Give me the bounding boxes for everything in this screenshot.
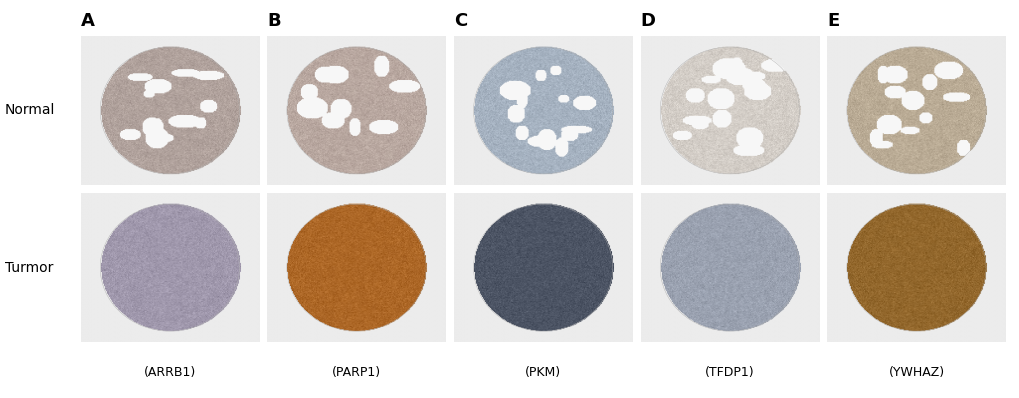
Text: (PARP1): (PARP1) [331,366,381,379]
Text: (TFDP1): (TFDP1) [704,366,754,379]
Text: D: D [640,12,655,30]
Text: Turmor: Turmor [5,261,53,275]
Text: C: C [453,12,467,30]
Text: Normal: Normal [5,103,55,117]
Text: A: A [81,12,95,30]
Text: (ARRB1): (ARRB1) [144,366,196,379]
Text: (YWHAZ): (YWHAZ) [888,366,944,379]
Text: (PKM): (PKM) [525,366,560,379]
Text: E: E [826,12,839,30]
Text: B: B [267,12,280,30]
